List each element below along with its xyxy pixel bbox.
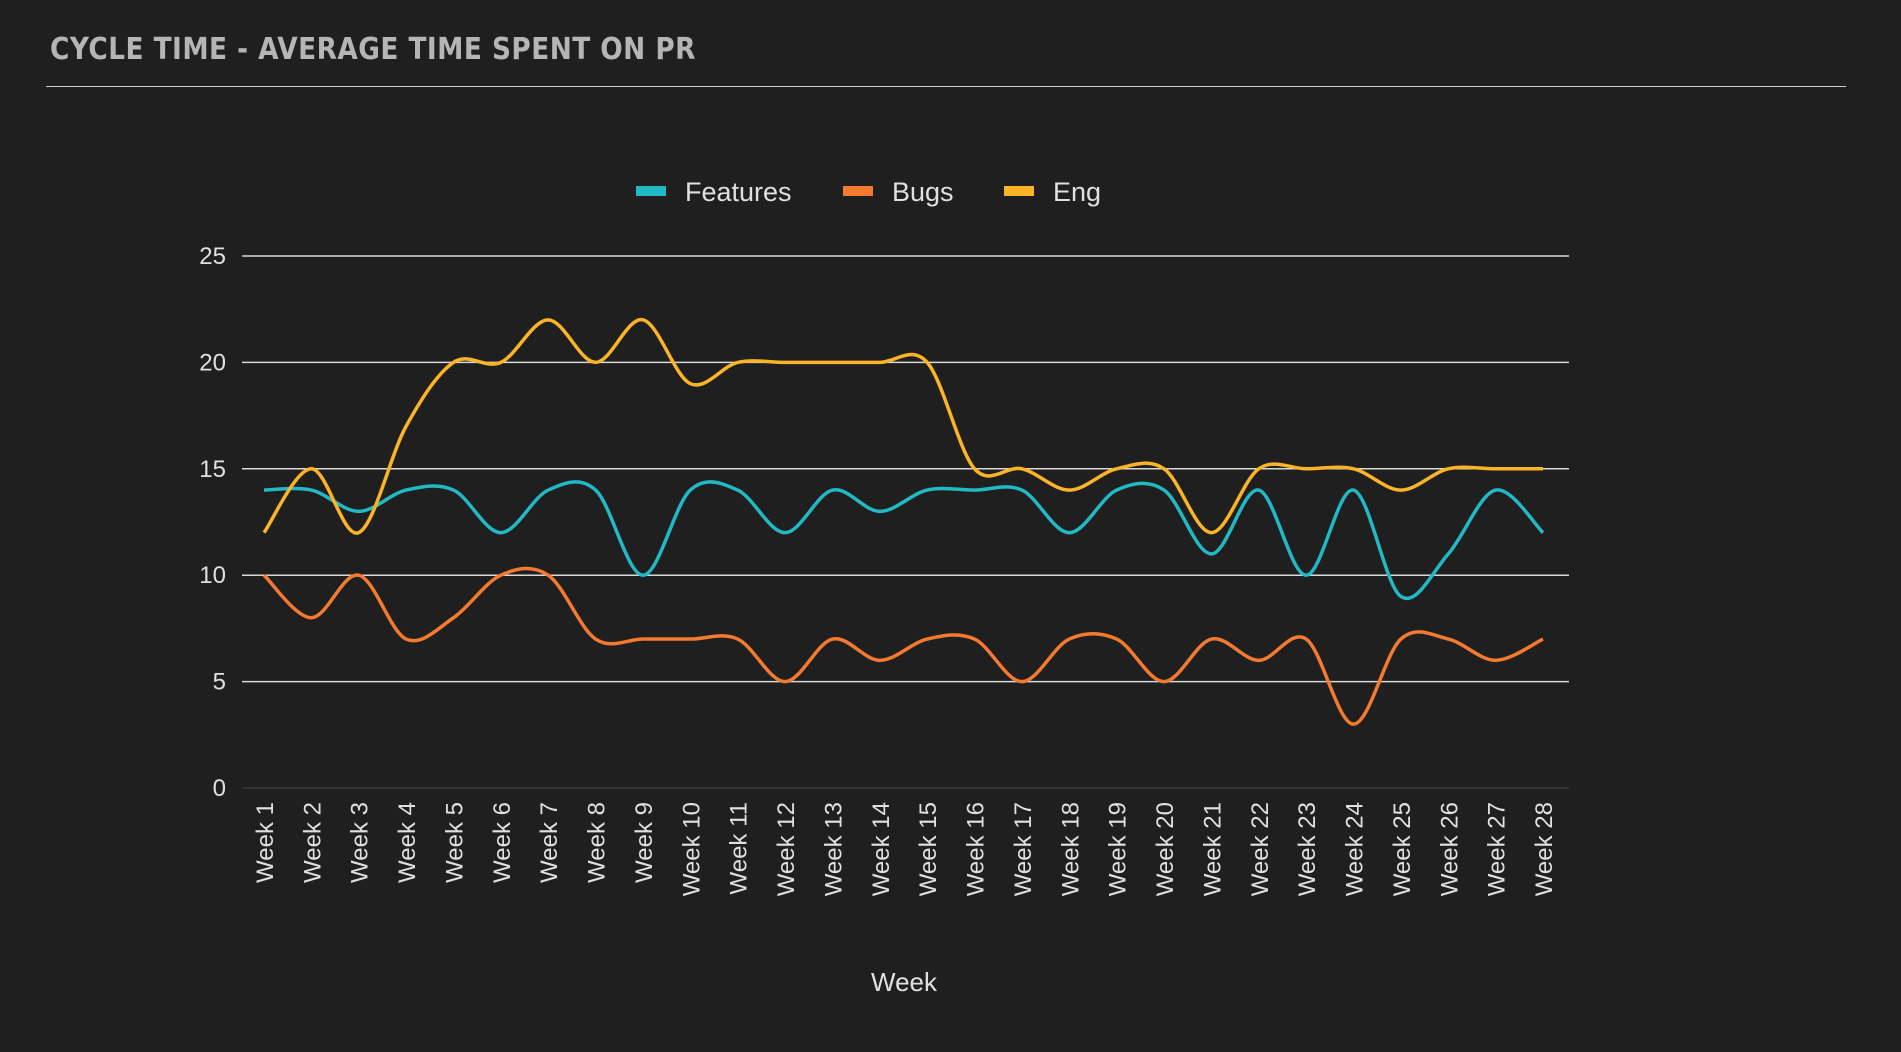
legend-swatch (843, 186, 873, 196)
x-tick-label: Week 18 (1057, 802, 1084, 896)
y-tick-label: 15 (199, 456, 226, 483)
x-tick-label: Week 1 (252, 802, 279, 883)
x-tick-label: Week 15 (915, 802, 942, 896)
legend-label: Features (685, 177, 792, 207)
x-tick-label: Week 20 (1152, 802, 1179, 896)
x-tick-label: Week 24 (1342, 802, 1369, 896)
x-tick-label: Week 10 (678, 802, 705, 896)
x-tick-label: Week 5 (441, 802, 468, 883)
x-tick-label: Week 8 (584, 802, 611, 883)
x-tick-label: Week 26 (1436, 802, 1463, 896)
x-tick-label: Week 13 (820, 802, 847, 896)
x-tick-label: Week 12 (773, 802, 800, 896)
series-line-bugs (262, 566, 1544, 726)
x-axis-title: Week (871, 967, 938, 997)
legend-label: Eng (1053, 177, 1101, 207)
x-tick-label: Week 21 (1199, 802, 1226, 896)
y-tick-label: 0 (213, 775, 226, 802)
x-tick-label: Week 6 (489, 802, 516, 883)
x-tick-label: Week 7 (536, 802, 563, 883)
title-divider (46, 86, 1846, 87)
x-tick-label: Week 2 (299, 802, 326, 883)
y-tick-label: 25 (199, 243, 226, 270)
x-tick-label: Week 23 (1294, 802, 1321, 896)
y-tick-label: 5 (213, 669, 226, 696)
y-tick-label: 20 (199, 349, 226, 376)
x-tick-label: Week 14 (868, 802, 895, 896)
x-tick-label: Week 25 (1389, 802, 1416, 896)
x-tick-label: Week 22 (1247, 802, 1274, 896)
x-tick-label: Week 27 (1484, 802, 1511, 896)
x-tick-label: Week 19 (1105, 802, 1132, 896)
x-tick-label: Week 11 (726, 802, 753, 895)
legend-label: Bugs (892, 177, 954, 207)
page-title: CYCLE TIME - AVERAGE TIME SPENT ON PR (50, 32, 696, 67)
x-tick-label: Week 17 (1010, 802, 1037, 896)
series-line-features (263, 480, 1545, 601)
x-tick-label: Week 28 (1531, 802, 1558, 896)
x-tick-label: Week 4 (394, 802, 421, 883)
x-tick-label: Week 3 (347, 802, 374, 883)
legend-swatch (636, 186, 666, 196)
legend-swatch (1004, 186, 1034, 196)
x-tick-label: Week 9 (631, 802, 658, 883)
x-tick-label: Week 16 (963, 802, 990, 896)
y-tick-label: 10 (199, 562, 226, 589)
series-line-eng (262, 318, 1543, 535)
